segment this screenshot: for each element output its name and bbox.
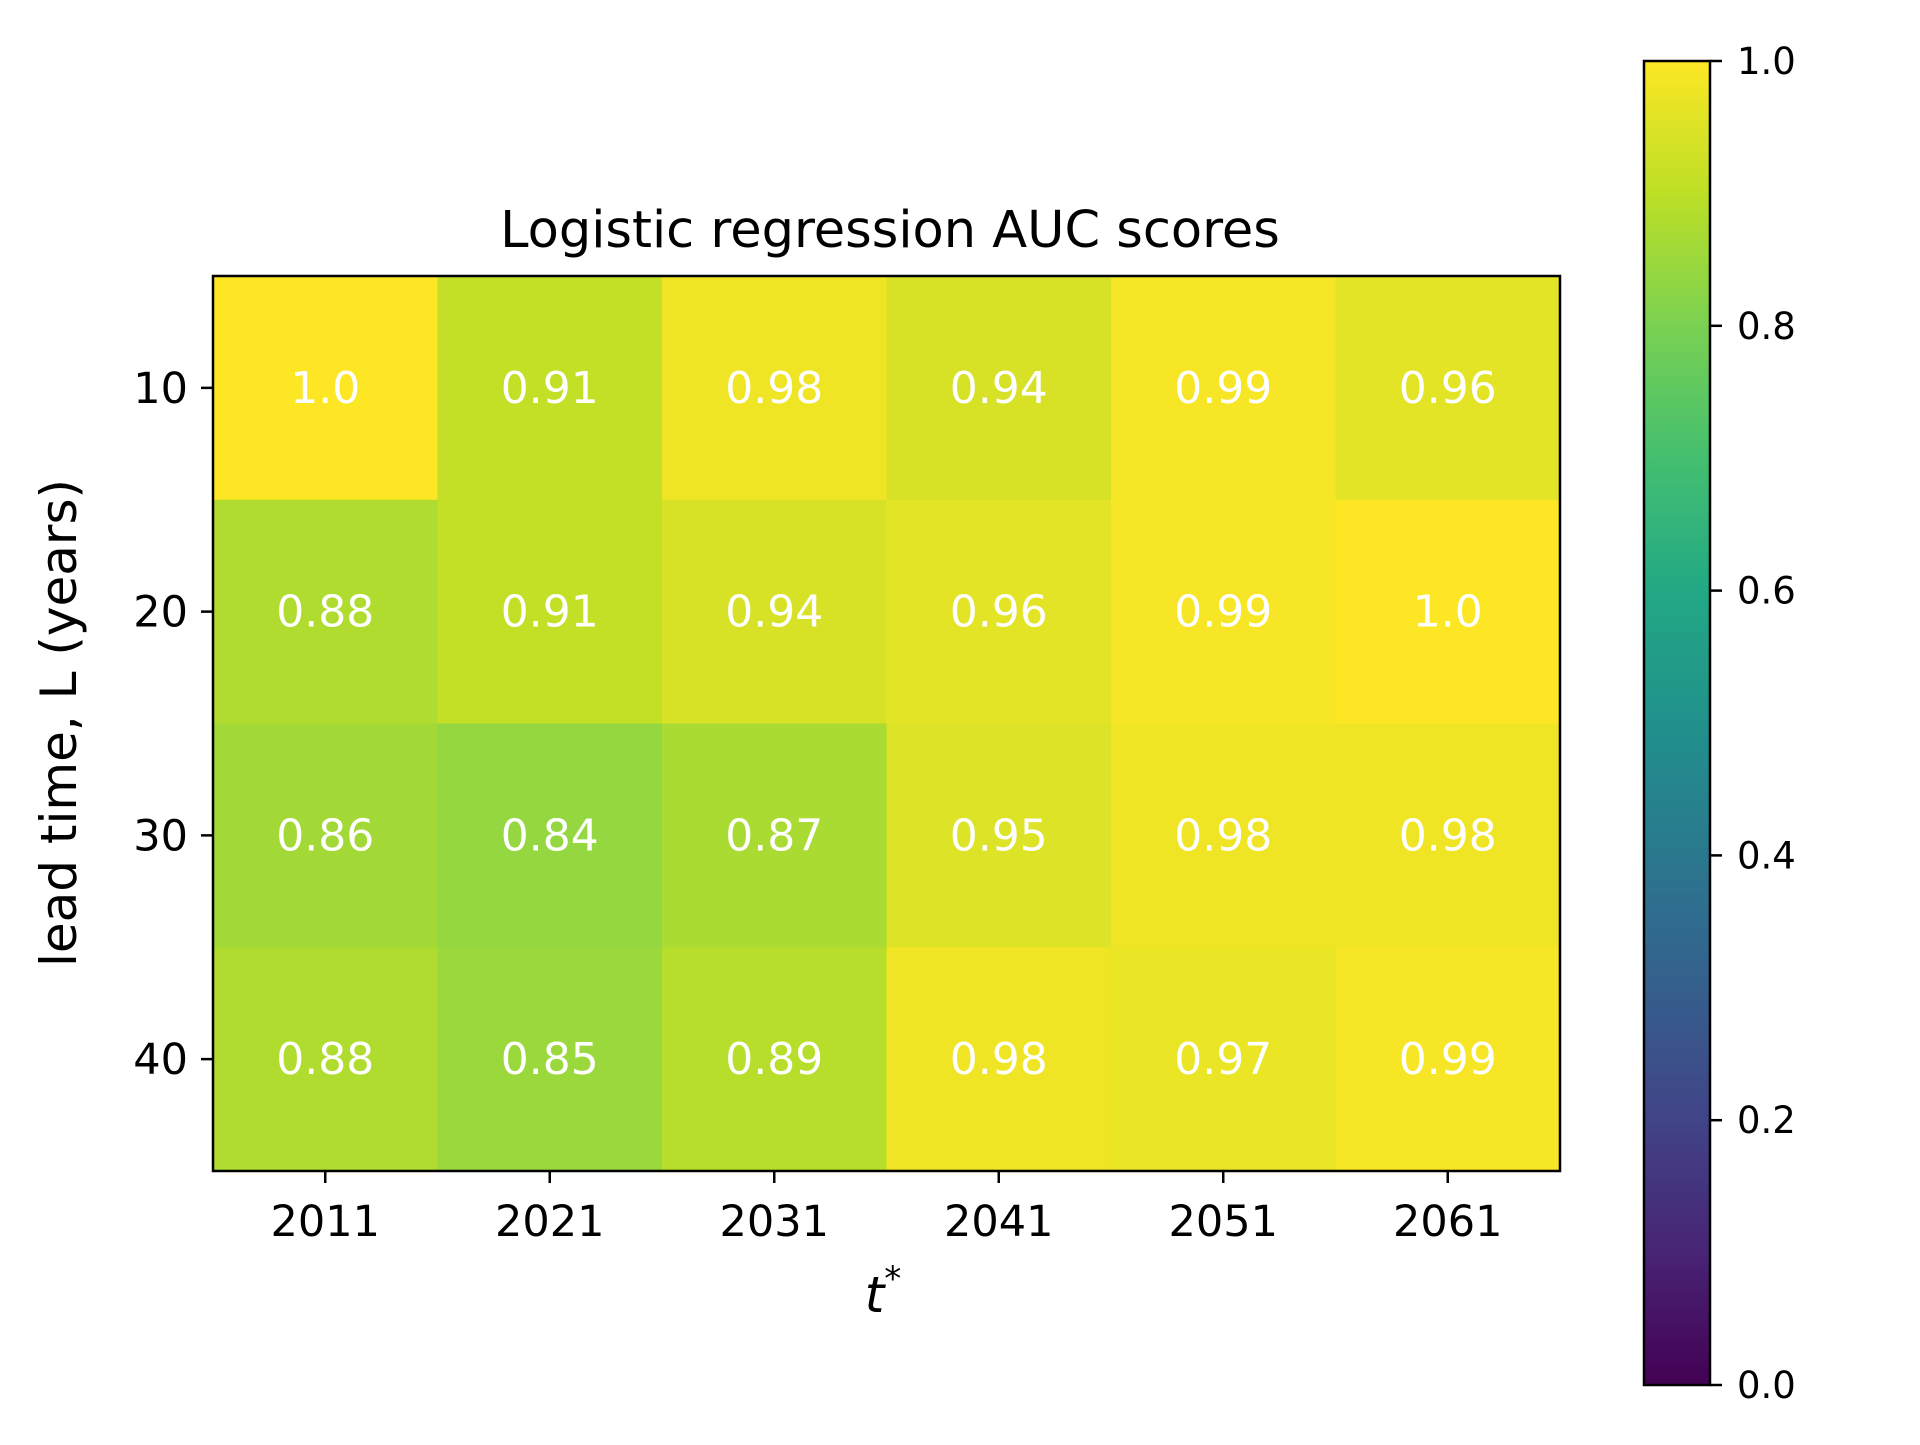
heatmap-cell [1111,499,1337,725]
heatmap-cell [1335,499,1561,725]
heatmap-cell-label: 1.0 [1413,587,1483,638]
heatmap-cell-label: 0.94 [950,363,1048,414]
plot-frame [211,274,1562,1173]
y-tick-label: 30 [133,811,188,861]
colorbar-tick-label: 1.0 [1737,40,1796,83]
heatmap-cell-label: 0.95 [950,810,1048,861]
heatmap-cell [1111,276,1337,501]
heatmap-cell-label: 0.85 [501,1034,599,1085]
y-tick-label: 10 [133,364,188,414]
colorbar-tick-label: 0.4 [1737,834,1796,877]
colorbar-tick-label: 0.2 [1737,1099,1796,1142]
colorbar-gradient [1642,59,1712,1387]
heatmap-cells [213,276,1561,1172]
x-tick-label: 2031 [720,1197,829,1247]
heatmap-cell-label: 0.98 [1174,810,1272,861]
heatmap-cell [662,499,888,725]
heatmap-cell [1335,723,1561,948]
heatmap-cell [1335,947,1561,1172]
chart-title: Logistic regression AUC scores [500,201,1280,260]
heatmap-cell [213,723,439,948]
heatmap-cell [213,499,439,725]
heatmap-cell-label: 0.96 [1399,363,1497,414]
colorbar-tick-label: 0.6 [1737,570,1796,613]
heatmap-cell-label: 0.88 [276,587,374,638]
heatmap-cell-label: 0.99 [1399,1034,1497,1085]
x-axis-label-base: t [865,1266,887,1324]
heatmap-cell [213,276,439,501]
heatmap-cell-label: 0.97 [1174,1034,1272,1085]
heatmap-cell [886,723,1112,948]
y-axis-label: lead time, L (years) [30,479,88,967]
heatmap-cell-label: 0.94 [725,587,823,638]
y-axis: 10 20 30 40 [133,364,213,1085]
heatmap-cell [213,947,439,1172]
heatmap-cell [1335,276,1561,501]
heatmap-cell [1111,723,1337,948]
heatmap-cell-label: 0.98 [950,1034,1048,1085]
heatmap-cell [437,276,663,501]
heatmap-cell-label: 0.87 [725,810,823,861]
heatmap-cell-labels: 1.0 0.91 0.98 0.94 0.99 0.96 0.88 0.91 0.94 0.96 0… [276,363,1496,1085]
heatmap-cell [1111,947,1337,1172]
heatmap-cell-label: 0.88 [276,1034,374,1085]
heatmap-cell-label: 0.96 [950,587,1048,638]
x-tick-label: 2061 [1393,1197,1502,1247]
x-tick-label: 2041 [944,1197,1053,1247]
heatmap-cell [437,723,663,948]
colorbar-tick-label: 0.0 [1737,1364,1796,1407]
x-tick-label: 2051 [1169,1197,1278,1247]
heatmap-cell [662,276,888,501]
colorbar: 0.0 0.2 0.4 0.6 0.8 1.0 [1642,40,1796,1407]
x-axis: 2011 2021 2031 2041 2051 2061 [271,1171,1502,1247]
heatmap-cell-label: 0.86 [276,810,374,861]
heatmap-cell-label: 0.84 [501,810,599,861]
x-tick-label: 2021 [495,1197,604,1247]
heatmap-cell [437,499,663,725]
x-axis-label-superscript: * [884,1259,901,1299]
heatmap-cell-label: 0.98 [725,363,823,414]
heatmap-cell [886,499,1112,725]
heatmap-cell-label: 0.89 [725,1034,823,1085]
y-tick-label: 20 [133,588,188,638]
heatmap-cell-label: 0.99 [1174,587,1272,638]
heatmap-cell [662,723,888,948]
x-tick-label: 2011 [271,1197,380,1247]
y-tick-label: 40 [133,1035,188,1085]
colorbar-tick-label: 0.8 [1737,305,1796,348]
heatmap-cell-label: 1.0 [290,363,360,414]
heatmap-cell [437,947,663,1172]
heatmap-cell [886,947,1112,1172]
colorbar-ticks: 0.0 0.2 0.4 0.6 0.8 1.0 [1710,40,1796,1407]
heatmap-cell [662,947,888,1172]
heatmap-cell-label: 0.91 [501,587,599,638]
heatmap-cell-label: 0.98 [1399,810,1497,861]
heatmap-cell [886,276,1112,501]
heatmap-cell-label: 0.91 [501,363,599,414]
x-axis-label: t* [865,1259,902,1324]
heatmap-cell-label: 0.99 [1174,363,1272,414]
